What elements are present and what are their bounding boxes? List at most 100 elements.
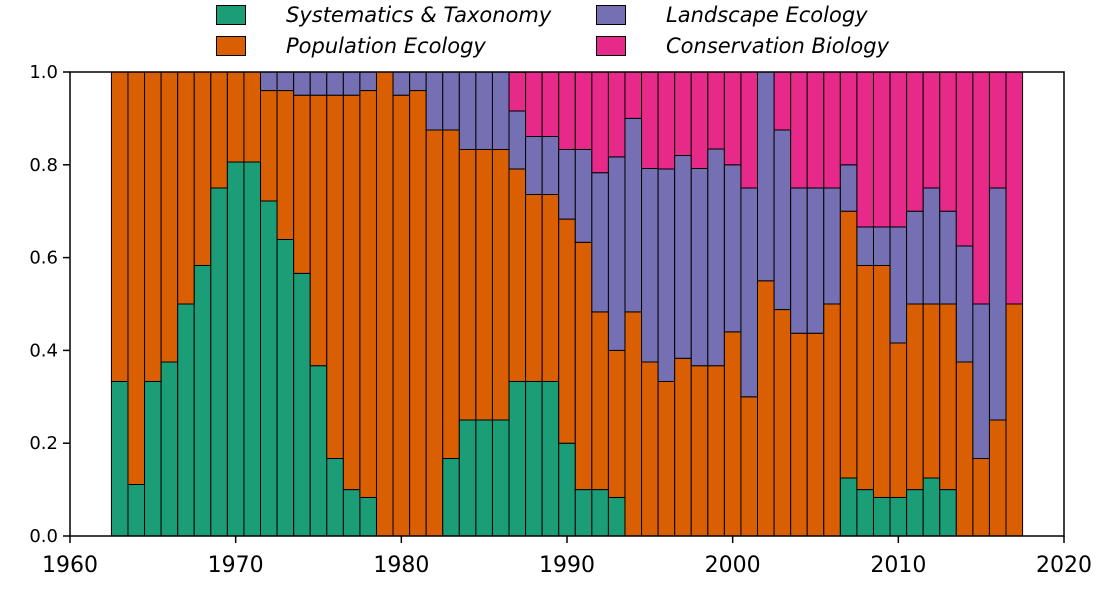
bar-segment-2003-conservation-biology — [773, 71, 792, 131]
legend-label-landscape-ecology: Landscape Ecology — [666, 3, 868, 27]
bar-segment-2015-conservation-biology — [972, 71, 990, 305]
x-tick-label: 1960 — [42, 553, 98, 578]
bar-segment-1966-population-ecology — [160, 71, 179, 363]
bar-segment-1982-landscape-ecology — [425, 71, 444, 131]
bar-segment-1976-population-ecology — [326, 94, 344, 460]
bar-segment-1970-population-ecology — [226, 71, 245, 163]
bar-segment-1986-population-ecology — [491, 148, 510, 421]
bar-segment-1975-systematics-taxonomy — [309, 365, 328, 537]
bar-segment-2008-population-ecology — [856, 264, 874, 491]
x-tick-label: 2020 — [1036, 553, 1092, 578]
y-tick-label: 0.6 — [29, 248, 58, 269]
bar-segment-1988-systematics-taxonomy — [525, 380, 543, 537]
bar-segment-1992-systematics-taxonomy — [591, 489, 609, 537]
bar-segment-1992-population-ecology — [591, 311, 609, 491]
bar-segment-1974-systematics-taxonomy — [293, 272, 311, 537]
bar-segment-1993-conservation-biology — [607, 71, 626, 158]
bar-segment-2014-conservation-biology — [955, 71, 974, 247]
bar-segment-1978-systematics-taxonomy — [359, 496, 377, 537]
bar-segment-1978-population-ecology — [359, 90, 377, 498]
bar-segment-1968-population-ecology — [193, 71, 212, 266]
bar-segment-2010-population-ecology — [889, 342, 908, 498]
bar-segment-2006-conservation-biology — [823, 71, 841, 189]
bar-segment-2010-conservation-biology — [889, 71, 908, 228]
legend-item-landscape-ecology: Landscape Ecology — [596, 2, 868, 28]
bar-segment-2011-systematics-taxonomy — [906, 489, 924, 537]
bar-segment-2009-population-ecology — [872, 264, 891, 498]
bar-segment-1999-conservation-biology — [707, 71, 725, 150]
bar-segment-1977-systematics-taxonomy — [342, 489, 361, 537]
bar-segment-1980-population-ecology — [392, 94, 411, 537]
bar-segment-1989-landscape-ecology — [541, 135, 560, 195]
bar-segment-2007-landscape-ecology — [839, 164, 858, 212]
y-tick-label: 0.8 — [29, 155, 58, 176]
bar-segment-2000-conservation-biology — [723, 71, 742, 166]
bar-segment-2003-population-ecology — [773, 309, 792, 537]
bar-segment-1984-population-ecology — [458, 148, 477, 421]
bar-segment-1966-systematics-taxonomy — [160, 361, 179, 537]
y-tick-label: 0.2 — [29, 433, 58, 454]
chart-legend: Systematics & Taxonomy Landscape Ecology… — [0, 0, 1115, 64]
legend-swatch-population-ecology — [216, 36, 246, 56]
bar-segment-2002-population-ecology — [757, 280, 775, 537]
x-axis: 1960 1970 1980 1990 2000 2010 2020 — [42, 536, 1092, 578]
bar-segment-1997-conservation-biology — [674, 71, 692, 157]
bar-segment-1989-systematics-taxonomy — [541, 380, 560, 537]
bar-segment-1991-population-ecology — [574, 241, 593, 491]
bar-segment-2013-conservation-biology — [939, 71, 957, 212]
bar-segment-2005-population-ecology — [806, 332, 825, 537]
bar-segment-2003-landscape-ecology — [773, 129, 792, 311]
bar-segment-1981-landscape-ecology — [409, 71, 427, 92]
x-tick-label: 2000 — [705, 553, 761, 578]
bar-segment-1994-population-ecology — [624, 311, 643, 537]
bar-segment-1977-population-ecology — [342, 94, 361, 491]
bar-segment-1988-population-ecology — [525, 193, 543, 382]
bar-segment-1989-population-ecology — [541, 193, 560, 382]
x-tick-label: 1980 — [373, 553, 429, 578]
bar-segment-1974-population-ecology — [293, 94, 311, 274]
bar-segment-1990-population-ecology — [558, 218, 576, 444]
bar-segment-2004-population-ecology — [790, 332, 808, 537]
bar-segment-1964-population-ecology — [127, 71, 146, 485]
bars-layer — [110, 71, 1024, 537]
legend-label-conservation-biology: Conservation Biology — [666, 34, 890, 58]
bar-segment-2016-landscape-ecology — [988, 187, 1007, 421]
bar-segment-2011-landscape-ecology — [906, 210, 924, 305]
bar-segment-2008-landscape-ecology — [856, 226, 874, 266]
bar-segment-1996-conservation-biology — [657, 71, 676, 170]
y-tick-label: 0.4 — [29, 340, 58, 361]
bar-segment-1963-population-ecology — [110, 71, 129, 382]
legend-item-population-ecology: Population Ecology — [216, 33, 486, 59]
legend-swatch-systematics-taxonomy — [216, 5, 246, 25]
bar-segment-2011-conservation-biology — [906, 71, 924, 212]
bar-segment-1975-landscape-ecology — [309, 71, 328, 96]
legend-label-systematics-taxonomy: Systematics & Taxonomy — [286, 3, 552, 27]
bar-segment-1996-population-ecology — [657, 380, 676, 537]
bar-segment-2000-landscape-ecology — [723, 164, 742, 333]
y-tick-label: 0.0 — [29, 526, 58, 547]
bar-segment-1968-systematics-taxonomy — [193, 264, 212, 537]
bar-segment-1969-systematics-taxonomy — [210, 187, 228, 537]
bar-segment-2013-systematics-taxonomy — [939, 489, 957, 537]
bar-segment-1989-conservation-biology — [541, 71, 560, 137]
bar-segment-1978-landscape-ecology — [359, 71, 377, 92]
bar-segment-2009-landscape-ecology — [872, 226, 891, 266]
bar-segment-2012-conservation-biology — [922, 71, 941, 189]
bar-segment-2012-population-ecology — [922, 303, 941, 479]
x-tick-label: 1970 — [208, 553, 264, 578]
bar-segment-2007-population-ecology — [839, 210, 858, 479]
bar-segment-1984-landscape-ecology — [458, 71, 477, 150]
bar-segment-2006-population-ecology — [823, 303, 841, 537]
bar-segment-1987-systematics-taxonomy — [508, 380, 527, 537]
bar-segment-1993-systematics-taxonomy — [607, 496, 626, 537]
bar-segment-2008-systematics-taxonomy — [856, 489, 874, 537]
bar-segment-1997-landscape-ecology — [674, 155, 692, 359]
bar-segment-1974-landscape-ecology — [293, 71, 311, 96]
bar-segment-1985-landscape-ecology — [475, 71, 493, 150]
bar-segment-2005-landscape-ecology — [806, 187, 825, 334]
bar-segment-1999-landscape-ecology — [707, 148, 725, 367]
bar-segment-1992-conservation-biology — [591, 71, 609, 174]
bar-segment-1967-population-ecology — [177, 71, 195, 305]
bar-segment-2004-landscape-ecology — [790, 187, 808, 334]
bar-segment-1965-systematics-taxonomy — [144, 380, 162, 537]
